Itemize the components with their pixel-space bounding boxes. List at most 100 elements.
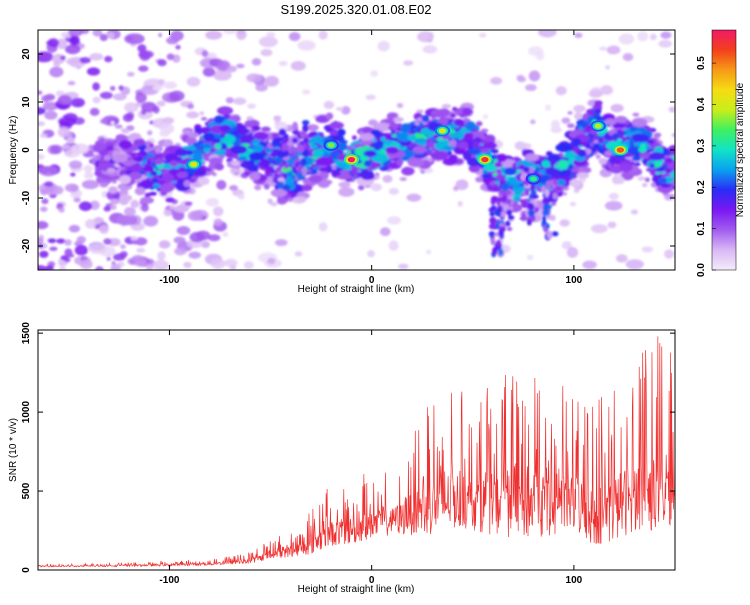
spectrogram-band-cell xyxy=(364,150,377,157)
spectrogram-x-tick-label: 0 xyxy=(369,275,375,286)
spectrogram-band-cell xyxy=(177,158,189,165)
spectrogram-noise-cell xyxy=(223,30,238,35)
spectrogram-band-cell xyxy=(299,184,313,192)
spectrogram-x-label: Height of straight line (km) xyxy=(298,284,415,295)
spectrogram-noise-cell xyxy=(377,40,390,52)
spectrogram-noise-cell xyxy=(89,53,104,61)
spectrogram-band-cell xyxy=(165,197,175,203)
spectrogram-noise-cell xyxy=(38,121,46,126)
spectrogram-band-cell xyxy=(164,153,179,163)
spectrogram-noise-cell xyxy=(388,187,399,195)
spectrogram-band-cell xyxy=(259,158,271,168)
spectrogram-band-cell xyxy=(175,148,190,157)
spectrogram-noise-cell xyxy=(226,65,237,73)
spectrogram-band-cell xyxy=(644,177,650,183)
spectrogram-band-cell xyxy=(412,145,428,154)
spectrogram-band-cell xyxy=(142,165,155,173)
spectrogram-streak-cell xyxy=(300,157,307,167)
spectrogram-band-cell xyxy=(407,157,425,168)
spectrogram-band-cell xyxy=(214,115,225,124)
spectrogram-band-cell xyxy=(92,143,107,152)
spectrogram-noise-cell xyxy=(131,240,140,245)
spectrogram-band-cell xyxy=(199,111,205,116)
spectrogram-band-cell xyxy=(414,121,420,126)
spectrogram-band-cell xyxy=(216,106,234,116)
spectrogram-noise-cell xyxy=(274,239,288,247)
spectrogram-noise-cell xyxy=(297,40,316,51)
spectrogram-streak-cell xyxy=(489,211,495,217)
spectrogram-heatmap xyxy=(38,30,675,270)
spectrogram-band-cell xyxy=(297,196,307,202)
spectrogram-streak-cell xyxy=(291,137,299,144)
spectrogram-band-cell xyxy=(671,133,675,138)
spectrogram-band-cell xyxy=(587,115,594,122)
spectrogram-band-cell xyxy=(309,144,319,149)
spectrogram-band-cell xyxy=(359,133,375,141)
spectrogram-streak-cell xyxy=(277,177,286,182)
spectrogram-streak-cell xyxy=(498,229,504,237)
spectrogram-band-cell xyxy=(310,163,318,168)
spectrogram-noise-cell xyxy=(100,118,108,124)
spectrogram-streak-cell xyxy=(501,196,507,203)
spectrogram-noise-cell xyxy=(147,130,153,136)
spectrogram-streak-cell xyxy=(544,190,550,198)
spectrogram-noise-cell xyxy=(46,40,56,46)
spectrogram-band-cell xyxy=(103,155,111,161)
spectrogram-band-cell xyxy=(567,111,573,115)
spectrogram-noise-cell xyxy=(39,250,49,258)
spectrogram-noise-cell xyxy=(338,181,351,188)
spectrogram-band-cell xyxy=(555,186,562,191)
spectrogram-band-cell xyxy=(567,123,575,129)
spectrogram-band-cell xyxy=(481,173,492,179)
spectrogram-band-cell xyxy=(370,162,382,168)
spectrogram-noise-cell xyxy=(106,189,121,201)
spectrogram-band-cell xyxy=(457,141,469,149)
spectrogram-noise-cell xyxy=(47,238,57,244)
spectrogram-noise-cell xyxy=(174,247,187,256)
spectrogram-band-cell xyxy=(634,162,641,167)
spectrogram-streak-cell xyxy=(302,124,309,133)
spectrogram-noise-cell xyxy=(544,104,552,111)
spectrogram-noise-cell xyxy=(186,76,201,87)
spectrogram-band-cell xyxy=(238,126,248,135)
spectrogram-band-cell xyxy=(233,97,247,105)
colorbar-ticks: 0.0 0.1 0.2 0.3 0.4 0.5 xyxy=(696,56,716,277)
spectrogram-noise-cell xyxy=(183,261,192,269)
spectrogram-band-cell xyxy=(572,158,588,167)
spectrogram-y-tick-label: 20 xyxy=(21,48,32,60)
spectrogram-band-cell xyxy=(148,153,155,158)
spectrogram-band-cell xyxy=(247,103,256,109)
spectrogram-band-cell xyxy=(193,148,204,155)
spectrogram-band-cell xyxy=(382,174,393,183)
spectrogram-band-cell xyxy=(468,163,481,173)
spectrogram-band-cell xyxy=(337,135,345,143)
spectrogram-band-cell xyxy=(649,163,655,168)
spectrogram-noise-cell xyxy=(118,189,129,196)
spectrogram-band-cell xyxy=(599,145,605,150)
spectrogram-noise-cell xyxy=(106,256,111,261)
spectrogram-band-cell xyxy=(152,183,161,189)
spectrogram-band-cell xyxy=(373,141,382,151)
spectrogram-band-cell xyxy=(363,160,373,167)
spectrogram-band-cell xyxy=(594,100,603,106)
spectrogram-band-cell xyxy=(475,176,485,183)
spectrogram-band-cell xyxy=(251,125,261,131)
spectrogram-band-cell xyxy=(119,194,133,202)
colorbar-frame xyxy=(711,29,737,271)
spectrogram-band-cell xyxy=(214,163,224,171)
spectrogram-noise-cell xyxy=(63,113,78,122)
spectrogram-noise-cell xyxy=(68,30,84,37)
spectrogram-band-cell xyxy=(561,117,571,124)
spectrogram-noise-cell xyxy=(64,239,72,246)
spectrogram-streak-cell xyxy=(503,190,512,196)
spectrogram-noise-cell xyxy=(605,65,610,70)
spectrogram-noise-cell xyxy=(318,222,328,232)
spectrogram-band-cell xyxy=(521,200,528,206)
colorbar-tick-label: 0.3 xyxy=(696,138,707,152)
spectrogram-band-cell xyxy=(308,174,323,183)
spectrogram-noise-cell xyxy=(288,32,301,42)
spectrogram-streak-cell xyxy=(275,156,283,165)
spectrogram-noise-cell xyxy=(526,254,534,260)
